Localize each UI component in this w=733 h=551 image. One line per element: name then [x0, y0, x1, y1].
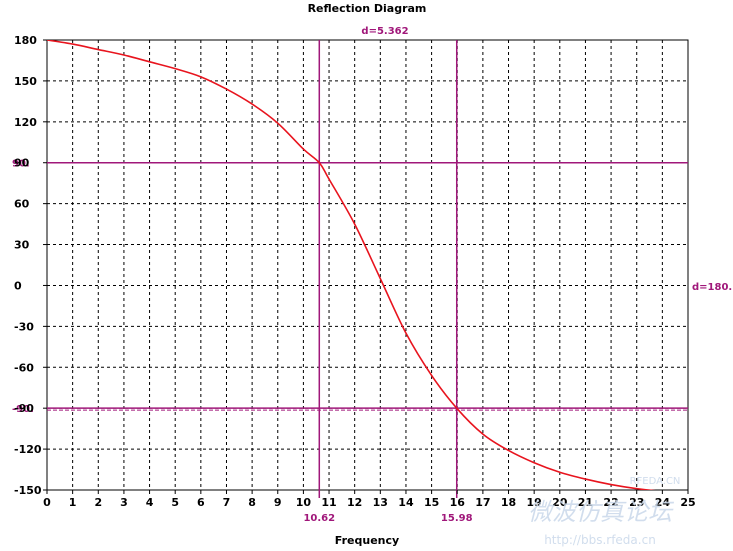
- x-tick-label: 0: [43, 496, 51, 509]
- y-tick-label: 90: [14, 157, 30, 170]
- y-tick-label: -90: [14, 402, 34, 415]
- x-tick-label: 19: [527, 496, 542, 509]
- x-tick-label: 6: [197, 496, 205, 509]
- watermark-url: http://bbs.rfeda.cn: [544, 533, 656, 547]
- marker-hline-label: 90.: [12, 159, 30, 170]
- y-tick-label: 60: [14, 198, 30, 211]
- x-tick-label: 3: [120, 496, 128, 509]
- marker-vline-label: 10.62: [303, 513, 335, 524]
- x-tick-label: 15: [424, 496, 439, 509]
- tick-layer: 0 1 2 3 4 5 6 7 8 9 10 11 12 13 14 15 16 17 18 19 20 21 22 23 24…: [14, 34, 696, 509]
- y-tick-label: -30: [14, 320, 34, 333]
- plot-frame: [46, 39, 689, 491]
- y-tick-label: 120: [14, 116, 37, 129]
- y-tick-label: 30: [14, 239, 30, 252]
- marker-layer: 90. -90. 10.62 15.98: [12, 40, 688, 524]
- x-tick-label: 8: [248, 496, 256, 509]
- delta-x-label: d=5.362: [361, 26, 408, 37]
- x-tick-label: 13: [373, 496, 388, 509]
- x-tick-label: 21: [578, 496, 593, 509]
- x-tick-label: 17: [475, 496, 490, 509]
- watermark-cn-text: 微波仿真论坛: [528, 498, 675, 526]
- x-tick-label: 18: [501, 496, 516, 509]
- x-tick-label: 10: [296, 496, 312, 509]
- x-tick-label: 7: [223, 496, 231, 509]
- x-tick-label: 5: [171, 496, 179, 509]
- y-tick-label: 0: [14, 279, 22, 292]
- x-tick-label: 14: [398, 496, 414, 509]
- x-tick-label: 24: [655, 496, 671, 509]
- chart-title: Reflection Diagram: [308, 2, 427, 15]
- marker-hline-label: -90.: [12, 404, 34, 415]
- series-layer: [46, 39, 689, 493]
- x-tick-label: 11: [321, 496, 336, 509]
- delta-y-label: d=180.: [692, 282, 732, 293]
- x-tick-label: 20: [552, 496, 568, 509]
- x-tick-label: 22: [603, 496, 618, 509]
- x-tick-label: 23: [629, 496, 644, 509]
- x-tick-label: 16: [450, 496, 466, 509]
- x-tick-label: 25: [680, 496, 695, 509]
- x-tick-label: 2: [94, 496, 102, 509]
- x-axis-label: Frequency: [335, 534, 399, 547]
- y-tick-label: -60: [14, 361, 34, 374]
- grid-layer: [47, 40, 688, 490]
- y-tick-label: -150: [14, 484, 42, 497]
- y-tick-label: 150: [14, 75, 37, 88]
- watermark: RFEDA.CN 微波仿真论坛 http://bbs.rfeda.cn: [528, 476, 680, 547]
- x-tick-label: 1: [69, 496, 77, 509]
- y-tick-label: 180: [14, 34, 37, 47]
- marker-vline-label: 15.98: [441, 513, 473, 524]
- x-tick-label: 9: [274, 496, 282, 509]
- x-tick-label: 4: [146, 496, 154, 509]
- y-tick-label: -120: [14, 443, 42, 456]
- x-tick-label: 12: [347, 496, 362, 509]
- watermark-site: RFEDA.CN: [630, 476, 681, 487]
